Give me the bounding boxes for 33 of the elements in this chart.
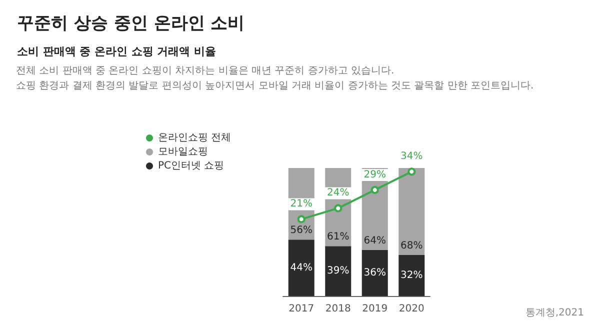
data-label: 44% [290, 262, 312, 274]
point [334, 204, 342, 212]
bar [288, 240, 314, 296]
text: 꾸준히 상승 중인 온라인 소비 [17, 14, 245, 34]
point [408, 168, 416, 176]
text: 쇼핑 환경과 결제 환경의 발달로 편의성이 높아지면서 모바일 거래 비율이 증가하는 것도 괄목할 만한 포인트입니다. [16, 80, 534, 92]
data-label: 56% [290, 225, 312, 236]
point [370, 186, 379, 194]
text: 통계청,2021 [525, 308, 584, 318]
x-tick-label: 2020 [398, 304, 424, 314]
data-label: 39% [327, 266, 350, 277]
bar [362, 250, 388, 296]
data-label: 61% [327, 232, 350, 243]
legend-label: 온라인쇼핑 전체 [158, 132, 232, 144]
data-label: 32% [400, 270, 423, 282]
x-tick-label: 2019 [362, 304, 388, 314]
x-tick-label: 2018 [325, 304, 351, 314]
data-label: 36% [364, 267, 386, 278]
text: 전체 소비 판매액 중 온라인 쇼핑이 차지하는 비율은 매년 꾸준히 증가하고 있습니다. [16, 66, 394, 76]
x-tick-label: 2017 [288, 304, 314, 314]
data-label: 21% [290, 198, 312, 210]
text: 소비 판매액 중 온라인 쇼핑 거래액 비율 [17, 45, 216, 58]
data-label: 68% [400, 240, 423, 252]
point [297, 215, 306, 224]
bar [398, 168, 425, 256]
data-label: 34% [400, 151, 423, 162]
legend-label: PC인터넷 쇼핑 [158, 160, 224, 172]
data-label: 29% [364, 169, 386, 180]
legend-label: 모바일쇼핑 [158, 146, 208, 158]
data-label: 64% [364, 235, 386, 246]
bar [398, 255, 425, 296]
bar [325, 246, 352, 296]
data-label: 24% [327, 188, 350, 199]
